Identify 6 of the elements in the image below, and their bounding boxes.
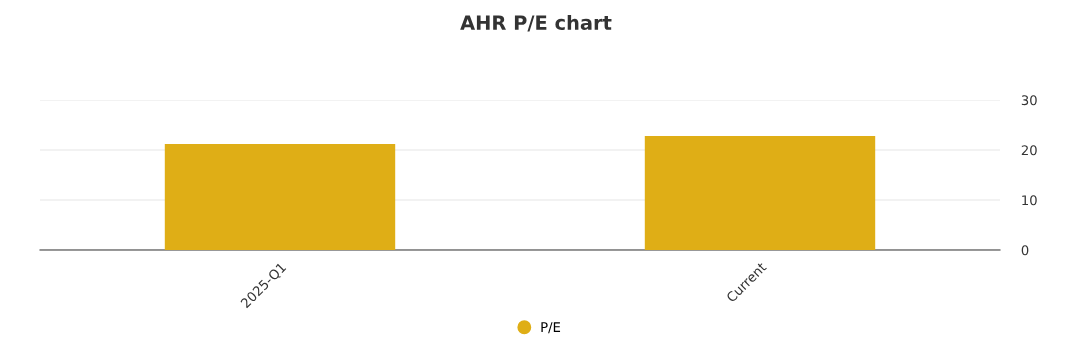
legend-label: P/E	[541, 322, 561, 334]
y-tick-label: 30	[1021, 95, 1037, 106]
chart-title: AHR P/E chart	[460, 14, 612, 32]
y-tick-label: 0	[1021, 245, 1029, 256]
y-tick-label: 20	[1021, 145, 1037, 156]
y-tick-label: 10	[1022, 195, 1037, 206]
